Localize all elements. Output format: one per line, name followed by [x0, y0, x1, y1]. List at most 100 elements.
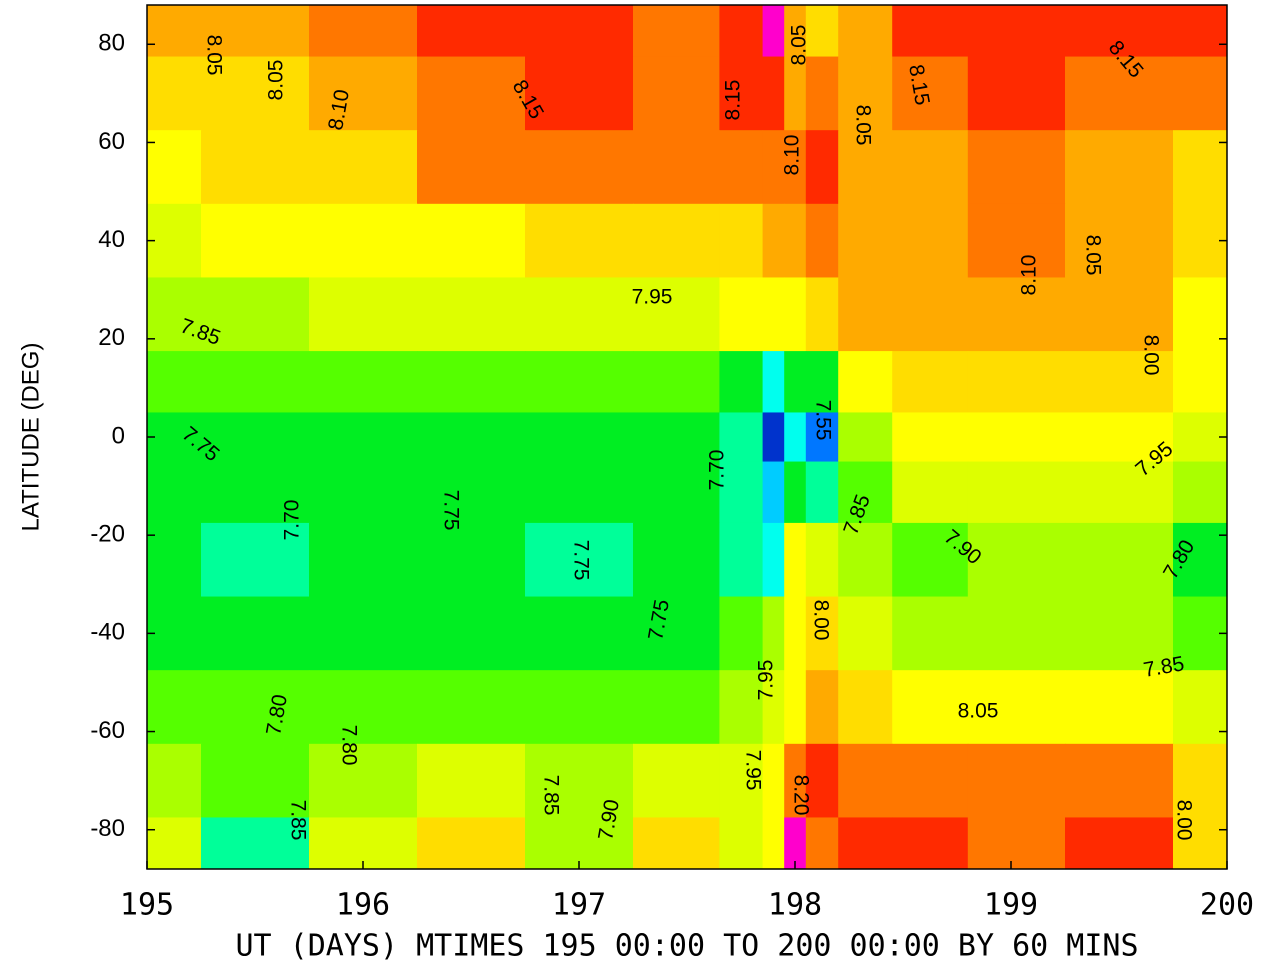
contour-cell — [805, 817, 839, 870]
contour-cell — [784, 56, 807, 131]
contour-cell — [967, 670, 1066, 745]
contour-cell — [967, 56, 1066, 131]
y-tick-label: 40 — [98, 226, 125, 253]
contour-cell — [762, 596, 785, 671]
contour-cell — [892, 461, 969, 524]
contour-cell — [525, 130, 634, 205]
contour-cell — [201, 670, 310, 745]
contour-cell — [417, 461, 526, 524]
contour-label: 7.75 — [439, 490, 462, 531]
contour-cell — [838, 130, 893, 205]
contour-cell — [784, 743, 807, 818]
contour-cell — [525, 522, 634, 598]
contour-cell — [805, 203, 839, 278]
contour-cell — [417, 5, 526, 58]
contour-cell — [1173, 277, 1228, 352]
contour-cell — [838, 5, 893, 58]
contour-cell — [838, 412, 893, 463]
x-tick-label: 198 — [768, 888, 822, 923]
contour-cell — [805, 461, 839, 524]
contour-cell — [525, 56, 634, 131]
contour-cell — [784, 5, 807, 58]
contour-cell — [1065, 817, 1174, 870]
contour-cell — [892, 412, 969, 463]
y-tick-label: 0 — [112, 422, 125, 449]
contour-cell — [762, 670, 785, 745]
y-tick-label: -80 — [90, 815, 125, 842]
contour-cell — [417, 412, 526, 463]
contour-cell — [1065, 461, 1174, 524]
contour-cell — [1173, 522, 1228, 598]
contour-cell — [892, 351, 969, 413]
x-tick-label: 195 — [120, 888, 174, 923]
contour-cell — [838, 203, 893, 278]
contour-cell — [784, 522, 807, 598]
contour-cell — [633, 461, 720, 524]
contour-cell — [838, 596, 893, 671]
contour-label: 8.20 — [789, 775, 812, 816]
contour-cell — [147, 130, 202, 205]
contour-cell — [309, 130, 418, 205]
contour-cell — [784, 277, 807, 352]
contour-cell — [147, 277, 202, 352]
contour-cell — [805, 596, 839, 671]
contour-label: 7.95 — [741, 750, 764, 791]
y-tick-label: -60 — [90, 717, 125, 744]
contour-label: 8.00 — [1172, 800, 1195, 841]
contour-cell — [201, 130, 310, 205]
contour-cell — [147, 203, 202, 278]
contour-cell — [1173, 817, 1228, 870]
contour-cell — [1065, 130, 1174, 205]
contour-cell — [1173, 743, 1228, 818]
contour-label: 7.70 — [281, 500, 304, 541]
contour-label: 7.55 — [811, 400, 834, 441]
contour-cell — [525, 412, 634, 463]
contour-cell — [633, 596, 720, 671]
contour-cell — [719, 203, 764, 278]
contour-label: 7.80 — [337, 725, 360, 766]
contour-cell — [147, 670, 202, 745]
contour-label: 7.75 — [569, 540, 592, 581]
contour-cell — [719, 743, 764, 818]
contour-label: 8.10 — [1018, 255, 1041, 296]
contour-cell — [784, 670, 807, 745]
x-axis-label: UT (DAYS) MTIMES 195 00:00 TO 200 00:00 … — [235, 929, 1138, 964]
contour-cell — [784, 412, 807, 463]
contour-cell — [762, 277, 785, 352]
contour-cell — [892, 596, 969, 671]
contour-cell — [762, 56, 785, 131]
contour-cell — [967, 461, 1066, 524]
contour-cell — [633, 817, 720, 870]
contour-cell — [201, 351, 310, 413]
contour-cell — [1173, 351, 1228, 413]
contour-cell — [633, 203, 720, 278]
contour-cell — [892, 203, 969, 278]
contour-cell — [417, 522, 526, 598]
contour-cell — [967, 743, 1066, 818]
contour-cell — [719, 412, 764, 463]
contour-cell — [762, 522, 785, 598]
contour-cell — [838, 522, 893, 598]
contour-cell — [201, 203, 310, 278]
contour-cell — [784, 596, 807, 671]
contour-cell — [309, 203, 418, 278]
contour-cell — [1065, 596, 1174, 671]
contour-cell — [147, 461, 202, 524]
contour-cell — [147, 596, 202, 671]
contour-label: 7.85 — [539, 775, 562, 816]
contour-cell — [417, 743, 526, 818]
contour-label: 8.05 — [958, 700, 999, 723]
contour-cell — [309, 412, 418, 463]
contour-cell — [633, 277, 720, 352]
contour-cell — [1065, 743, 1174, 818]
contour-cell — [892, 277, 969, 352]
contour-cell — [201, 596, 310, 671]
contour-cell — [633, 56, 720, 131]
contour-cell — [784, 461, 807, 524]
contour-cell — [633, 412, 720, 463]
contour-cell — [417, 277, 526, 352]
contour-cell — [892, 56, 969, 131]
contour-cell — [1173, 461, 1228, 524]
contour-cell — [784, 130, 807, 205]
